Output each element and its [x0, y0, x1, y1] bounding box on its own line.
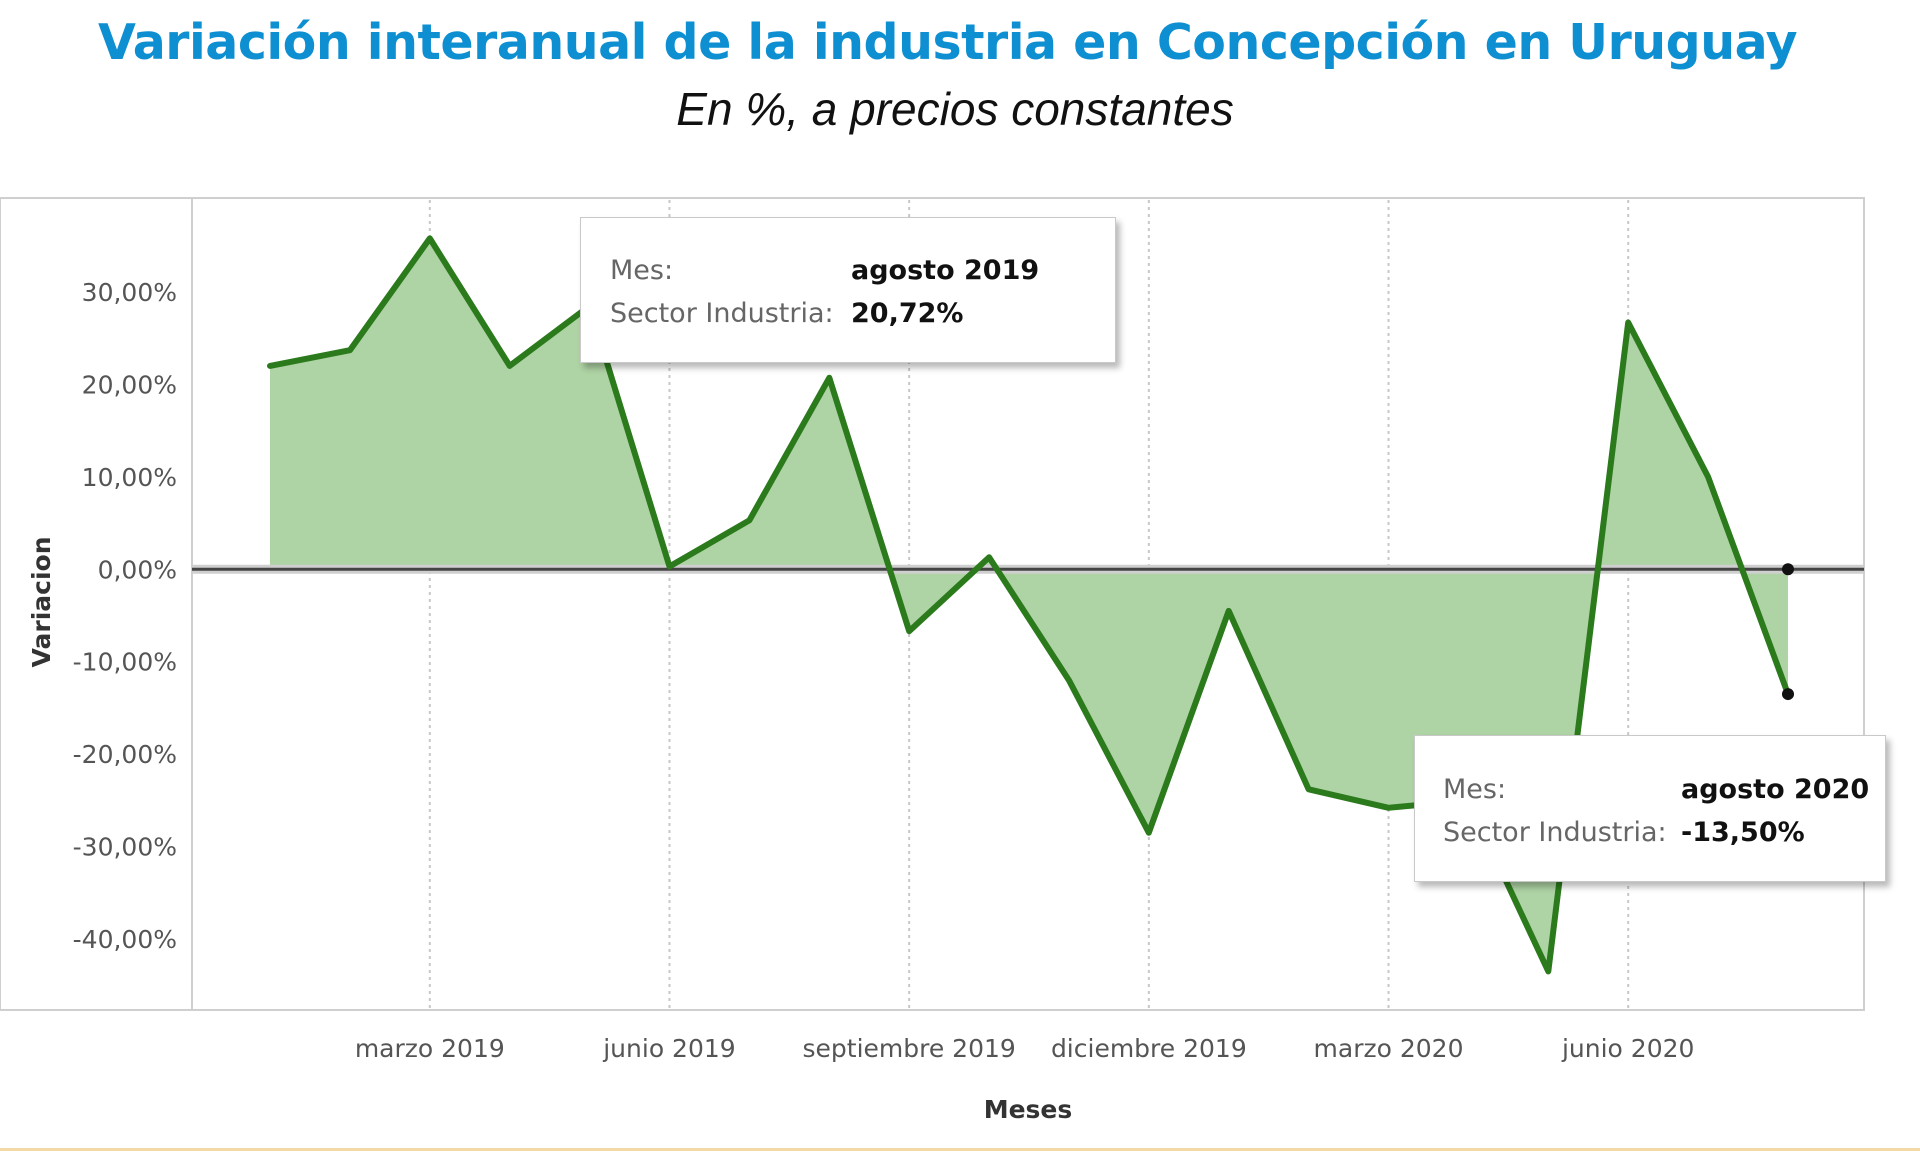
data-point-14[interactable] — [1306, 786, 1312, 792]
point-marker-zero — [1782, 563, 1794, 576]
y-tick-label: 30,00% — [82, 278, 177, 307]
data-point-10[interactable] — [986, 554, 992, 560]
data-point-11[interactable] — [1066, 677, 1072, 683]
series-line — [267, 235, 1791, 975]
data-point-7[interactable] — [746, 517, 752, 523]
data-point-20[interactable] — [1785, 691, 1791, 697]
data-point-13[interactable] — [1226, 608, 1232, 614]
y-axis-title: Variacion — [27, 537, 56, 668]
data-point-2[interactable] — [347, 347, 353, 353]
y-tick-label: 0,00% — [98, 555, 177, 584]
bottom-rule — [0, 1148, 1920, 1151]
x-tick-label: diciembre 2019 — [1051, 1034, 1247, 1063]
data-point-1[interactable] — [267, 363, 273, 369]
data-point-12[interactable] — [1146, 830, 1152, 836]
chart-title: Variación interanual de la industria en … — [98, 14, 1798, 71]
tooltip-mes-value: agosto 2020 — [1681, 774, 1870, 805]
tooltip-mes-label: Mes: — [610, 255, 674, 286]
tooltip-sector-value: -13,50% — [1681, 817, 1805, 848]
data-point-3[interactable] — [427, 235, 433, 241]
y-tick-label: -20,00% — [73, 740, 177, 769]
data-point-19[interactable] — [1705, 474, 1711, 480]
tooltip-agosto-2019: Mes: agosto 2019 Sector Industria: 20,72… — [580, 217, 1116, 363]
data-point-18[interactable] — [1625, 320, 1631, 326]
y-tick-label: 20,00% — [82, 370, 177, 399]
y-tick-label: 10,00% — [82, 463, 177, 492]
data-point-8[interactable] — [826, 375, 832, 381]
x-axis-title: Meses — [984, 1095, 1073, 1124]
data-point-17[interactable] — [1545, 968, 1551, 974]
axis-ticks: 30,00% 20,00% 10,00% 0,00% -10,00% -20,00% -30… — [73, 278, 1695, 1063]
tooltip-sector-value: 20,72% — [851, 298, 964, 329]
tooltip-mes-label: Mes: — [1443, 774, 1507, 805]
x-tick-label: marzo 2019 — [355, 1034, 505, 1063]
y-tick-label: -30,00% — [73, 833, 177, 862]
data-point-4[interactable] — [507, 363, 513, 369]
tooltip-agosto-2020: Mes: agosto 2020 Sector Industria: -13,5… — [1414, 735, 1886, 882]
area-fill — [270, 238, 1788, 972]
x-tick-label: junio 2020 — [1561, 1034, 1694, 1063]
data-point-6[interactable] — [667, 564, 673, 570]
data-point-15[interactable] — [1386, 805, 1392, 811]
tooltip-sector-label: Sector Industria: — [1443, 817, 1667, 848]
y-tick-label: -40,00% — [73, 925, 177, 954]
y-tick-label: -10,00% — [73, 648, 177, 677]
x-tick-label: junio 2019 — [602, 1034, 735, 1063]
x-tick-label: marzo 2020 — [1314, 1034, 1464, 1063]
area-series — [192, 235, 1864, 975]
tooltip-mes-value: agosto 2019 — [851, 255, 1040, 286]
x-tick-label: septiembre 2019 — [803, 1034, 1016, 1063]
data-point-9[interactable] — [906, 628, 912, 634]
point-marker-last — [1782, 688, 1794, 701]
chart-subtitle: En %, a precios constantes — [676, 83, 1234, 135]
tooltip-sector-label: Sector Industria: — [610, 298, 834, 329]
